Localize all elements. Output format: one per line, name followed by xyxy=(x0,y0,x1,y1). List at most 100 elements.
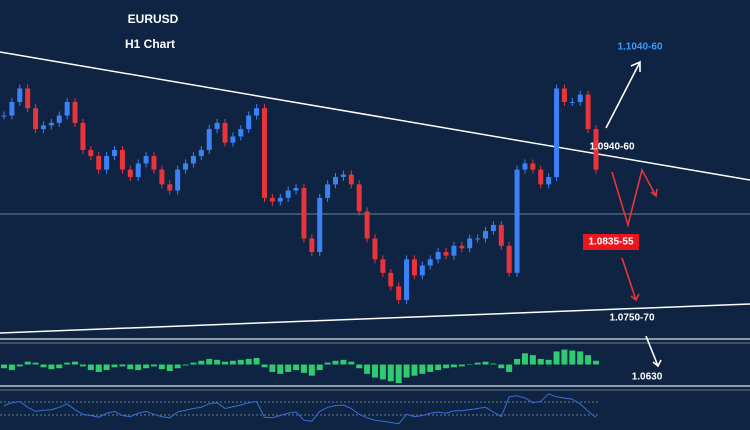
macd-bar xyxy=(222,361,229,365)
macd-bar xyxy=(364,364,371,374)
macd-bar xyxy=(261,364,268,368)
candle-body xyxy=(538,169,544,185)
macd-bar xyxy=(158,364,165,370)
macd-bar xyxy=(450,364,457,368)
macd-bar xyxy=(135,364,142,371)
chart-subtitle: H1 Chart xyxy=(125,37,175,51)
candle-body xyxy=(569,102,575,104)
macd-bar xyxy=(411,364,418,376)
macd-bar xyxy=(419,364,426,374)
macd-bar xyxy=(143,364,150,369)
macd-bar xyxy=(514,358,521,365)
candle-body xyxy=(238,129,244,137)
candle-body xyxy=(206,129,212,150)
macd-bar xyxy=(482,361,489,365)
candle-body xyxy=(119,149,125,170)
candle-body xyxy=(593,129,599,170)
macd-bar xyxy=(332,360,339,365)
candle-body xyxy=(514,169,520,273)
chart-title: EURUSD xyxy=(128,12,179,26)
macd-bar xyxy=(593,360,599,365)
macd-bar xyxy=(537,358,544,365)
macd-bar xyxy=(443,364,450,369)
macd-bar xyxy=(198,360,205,365)
macd-bar xyxy=(190,362,197,365)
candle-body xyxy=(522,163,528,170)
candle-body xyxy=(246,115,252,130)
macd-bar xyxy=(127,364,134,370)
macd-bar xyxy=(72,361,79,365)
candle-body xyxy=(451,245,457,256)
macd-bar xyxy=(79,364,86,367)
candle-body xyxy=(72,102,78,123)
macd-bar xyxy=(277,364,284,374)
annotation: 1.0835-55 xyxy=(588,237,633,248)
candle-body xyxy=(135,163,141,177)
macd-bar xyxy=(324,362,331,365)
macd-bar xyxy=(206,358,213,365)
macd-bar xyxy=(103,364,110,371)
macd-bar xyxy=(308,364,315,376)
macd-bar xyxy=(285,364,292,372)
candle-body xyxy=(435,251,441,260)
candle-body xyxy=(340,174,346,177)
macd-bar xyxy=(506,364,513,372)
macd-bar xyxy=(229,360,236,365)
candle-body xyxy=(277,197,283,202)
annotation: 1.0630 xyxy=(632,372,663,383)
macd-bar xyxy=(150,364,157,367)
annotation: 1.0940-60 xyxy=(589,142,634,153)
macd-bar xyxy=(387,364,394,382)
macd-bar xyxy=(269,364,276,372)
macd-bar xyxy=(16,364,23,367)
macd-bar xyxy=(32,362,39,365)
macd-bar xyxy=(87,364,94,371)
candle-body xyxy=(577,94,583,103)
macd-bar xyxy=(356,364,363,369)
macd-bar xyxy=(585,355,592,365)
candle-body xyxy=(356,184,362,212)
macd-bar xyxy=(529,355,536,365)
candle-body xyxy=(183,163,189,170)
candle-body xyxy=(585,94,591,130)
macd-bar xyxy=(56,364,63,369)
rsi-line xyxy=(3,393,597,425)
candle-body xyxy=(546,176,552,185)
price-box xyxy=(583,234,639,250)
candle-body xyxy=(561,88,567,103)
candle-body xyxy=(254,108,260,116)
candle-body xyxy=(80,122,86,150)
candle-body xyxy=(40,125,46,130)
candle-body xyxy=(530,163,536,170)
macd-bar xyxy=(300,364,307,373)
macd-bar xyxy=(427,364,434,372)
macd-bar xyxy=(40,364,47,368)
candle-body xyxy=(151,156,157,170)
macd-bar xyxy=(293,364,300,371)
macd-bar xyxy=(490,363,497,365)
macd-bar xyxy=(379,364,386,380)
macd-bar xyxy=(474,362,481,365)
candle-body xyxy=(443,251,449,256)
candle-body xyxy=(33,108,39,130)
candle-body xyxy=(1,115,7,117)
macd-bar xyxy=(340,359,347,365)
annotation: 1.1040-60 xyxy=(617,42,662,53)
macd-bar xyxy=(245,358,252,365)
candle-body xyxy=(222,122,228,143)
candle-body xyxy=(159,169,165,185)
macd-bar xyxy=(577,351,584,365)
candle-body xyxy=(56,115,62,123)
candle-body xyxy=(175,169,181,191)
candle-body xyxy=(396,286,402,300)
candle-body xyxy=(9,102,15,116)
candle-body xyxy=(459,245,465,249)
macd-bar xyxy=(466,364,473,365)
macd-bar xyxy=(348,361,355,365)
macd-bar xyxy=(371,364,378,378)
macd-bar xyxy=(545,359,552,365)
macd-bar xyxy=(498,364,505,369)
macd-bar xyxy=(214,359,221,365)
candle-body xyxy=(167,184,173,191)
